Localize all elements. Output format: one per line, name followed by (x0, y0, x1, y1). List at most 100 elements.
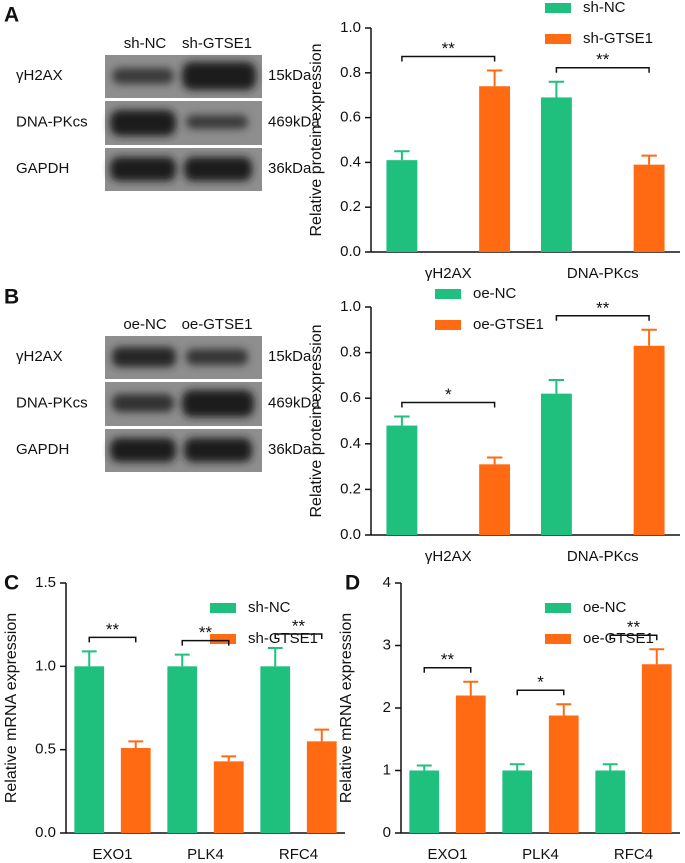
bar (409, 770, 440, 833)
bar (213, 761, 244, 833)
bar (548, 715, 579, 833)
y-tick-label: 1.0 (35, 657, 56, 674)
error-bar (394, 150, 410, 161)
bar (260, 666, 291, 833)
bar (479, 86, 511, 253)
error-bar (649, 648, 665, 665)
protein-label: γH2AX (16, 348, 63, 365)
significance-label: ** (596, 298, 610, 317)
legend-label: sh-GTSE1 (583, 30, 653, 47)
legend-label: oe-GTSE1 (583, 630, 654, 647)
legend-swatch (545, 34, 571, 44)
error-bar (641, 328, 657, 346)
protein-label: γH2AX (16, 67, 63, 84)
protein-label: DNA-PKcs (16, 113, 88, 130)
bar (540, 393, 572, 535)
legend-label: oe-NC (583, 599, 627, 616)
legend-swatch (435, 320, 461, 330)
bar (502, 770, 533, 833)
size-label: 36kDa (268, 160, 312, 177)
significance-label: ** (442, 39, 456, 58)
y-tick-label: 1 (383, 761, 391, 778)
significance-label: * (445, 385, 452, 404)
legend-swatch (435, 289, 461, 299)
legend-swatch (545, 603, 571, 613)
y-tick-label: 1.0 (340, 298, 361, 315)
panel-label: A (4, 4, 19, 27)
y-tick-label: 0.2 (340, 198, 361, 215)
bar (167, 666, 198, 833)
legend-swatch (210, 634, 236, 644)
size-label: 36kDa (268, 441, 312, 458)
y-tick-label: 0.0 (340, 526, 361, 543)
y-tick-label: 0.8 (340, 344, 361, 361)
bar (120, 748, 151, 833)
bar (386, 425, 418, 535)
y-tick-label: 0.0 (340, 243, 361, 260)
error-bar (509, 763, 525, 771)
y-tick-label: 4 (383, 574, 391, 591)
significance-bracket (181, 639, 230, 646)
y-tick-label: 1.0 (340, 19, 361, 36)
size-label: 469kDa (268, 113, 320, 130)
error-bar (416, 764, 432, 771)
y-tick-label: 3 (383, 636, 391, 653)
legend-swatch (545, 3, 571, 13)
lane-label: oe-NC (123, 316, 167, 333)
legend-label: sh-GTSE1 (248, 630, 318, 647)
x-tick-label: EXO1 (427, 846, 467, 863)
error-bar (548, 378, 565, 394)
x-tick-label: PLK4 (187, 846, 224, 863)
protein-label: GAPDH (16, 160, 69, 177)
significance-label: * (537, 673, 544, 692)
x-tick-label: PLK4 (522, 846, 559, 863)
error-bar (602, 763, 618, 771)
lane-label: sh-NC (124, 35, 167, 52)
error-bar (641, 154, 657, 165)
protein-label: GAPDH (16, 441, 69, 458)
y-tick-label: 1.5 (35, 574, 56, 591)
significance-bracket (88, 636, 137, 643)
x-tick-label: RFC4 (279, 846, 318, 863)
y-tick-label: 0.6 (340, 389, 361, 406)
x-tick-label: EXO1 (92, 846, 132, 863)
significance-bracket (401, 55, 496, 62)
error-bar (463, 680, 479, 696)
error-bar (486, 456, 503, 465)
blot-image (105, 336, 262, 472)
legend-label: sh-NC (583, 0, 626, 16)
bar (633, 164, 665, 252)
y-tick-label: 0.4 (340, 153, 361, 170)
legend-swatch (545, 634, 571, 644)
x-tick-label: γH2AX (425, 548, 472, 565)
lane-label: oe-GTSE1 (182, 316, 253, 333)
size-label: 469kDa (268, 394, 320, 411)
significance-bracket (401, 401, 496, 408)
x-tick-label: DNA-PKcs (567, 548, 639, 565)
y-tick-label: 0.0 (35, 824, 56, 841)
legend-label: oe-GTSE1 (473, 316, 544, 333)
error-bar (81, 650, 97, 667)
y-axis-label: Relative mRNA expression (3, 613, 20, 803)
error-bar (128, 740, 144, 748)
error-bar (267, 647, 283, 667)
y-tick-label: 0.5 (35, 741, 56, 758)
bar (633, 345, 665, 535)
error-bar (548, 80, 565, 98)
significance-label: ** (292, 616, 306, 635)
blot-image (105, 55, 262, 191)
x-tick-label: γH2AX (425, 265, 472, 282)
x-tick-label: RFC4 (614, 846, 653, 863)
bar (455, 695, 486, 833)
bar (74, 666, 105, 833)
panel-label: C (4, 572, 19, 595)
x-tick-label: DNA-PKcs (567, 265, 639, 282)
legend-swatch (210, 603, 236, 613)
bar (479, 464, 511, 535)
y-axis-label: Relative protein expression (308, 44, 325, 237)
error-bar (314, 728, 330, 742)
y-tick-label: 2 (383, 699, 391, 716)
significance-bracket (423, 667, 472, 673)
error-bar (221, 755, 237, 762)
bar (540, 97, 572, 252)
